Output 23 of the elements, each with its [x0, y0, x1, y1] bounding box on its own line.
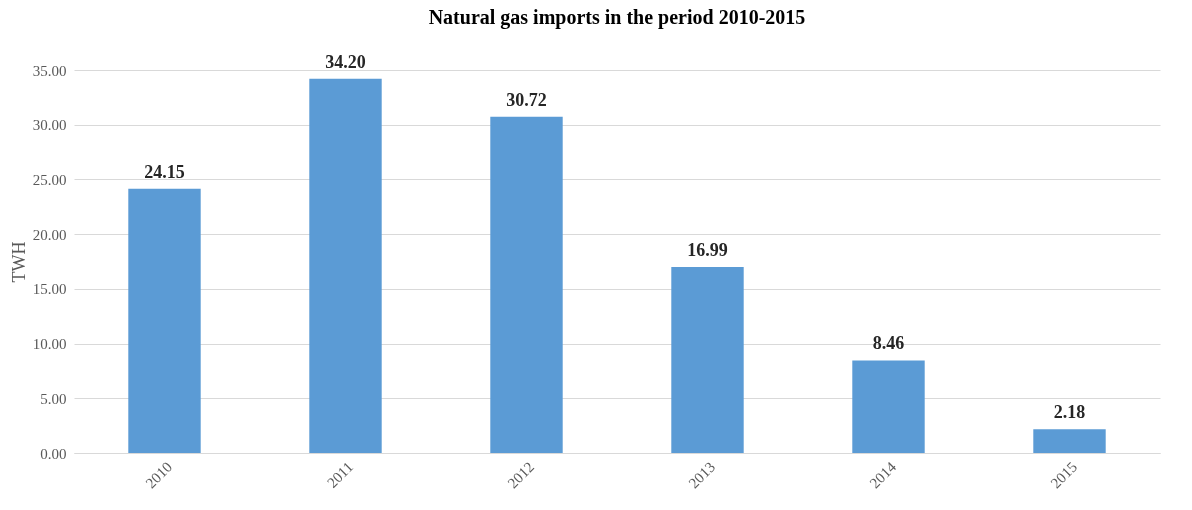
- y-tick-label: 20.00: [32, 226, 67, 243]
- bar: [128, 188, 201, 453]
- bar: [852, 360, 925, 453]
- bar: [490, 116, 563, 453]
- data-label: 8.46: [872, 333, 905, 354]
- x-tick-label: 2011: [323, 458, 357, 491]
- y-tick-label: 35.00: [32, 62, 67, 79]
- bar: [309, 78, 382, 453]
- y-tick-label: 5.00: [40, 390, 67, 407]
- data-label: 30.72: [506, 89, 547, 110]
- data-label: 24.15: [144, 161, 185, 182]
- y-axis-title: TWH: [8, 241, 29, 283]
- data-label: 2.18: [1053, 402, 1086, 423]
- y-tick-label: 0.00: [40, 445, 67, 462]
- y-tick-label: 25.00: [32, 171, 67, 188]
- chart-title: Natural gas imports in the period 2010-2015: [428, 5, 806, 29]
- data-label: 16.99: [687, 240, 728, 261]
- bar: [1033, 429, 1106, 453]
- data-label: 34.20: [325, 51, 366, 72]
- y-tick-label: 10.00: [32, 336, 67, 353]
- bar: [671, 267, 744, 453]
- y-tick-label: 30.00: [32, 117, 67, 134]
- y-tick-label: 15.00: [32, 281, 67, 298]
